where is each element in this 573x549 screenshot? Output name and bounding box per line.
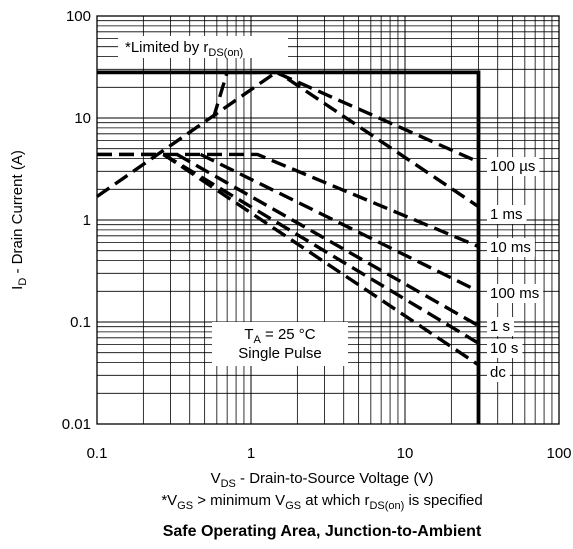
x-tick-label: 1 [247,445,255,462]
x-tick-label: 10 [397,445,414,462]
series-label: 10 s [490,340,518,357]
y-axis-title: ID - Drain Current (A) [9,150,29,290]
series-label: 100 ms [490,285,539,302]
series-line-100-s [96,70,480,198]
series-label: 100 µs [490,158,535,175]
series-line-10-s [162,152,480,345]
series-line-1-ms [211,70,480,209]
chart-title: Safe Operating Area, Junction-to-Ambient [163,523,482,540]
series-label-background [487,238,535,257]
series-label: 1 s [490,318,510,335]
series-label-background [487,339,523,358]
soa-boundary-line [97,70,481,424]
series-line-10-ms [97,152,480,249]
plot-frame [96,15,560,425]
series-labels: 100 µs 1 ms 10 ms 100 ms 1 s 10 s dc [487,157,544,382]
series-label-background [487,205,527,224]
series-lines [96,70,481,424]
series-label: 1 ms [490,206,523,223]
series-label-background [487,363,510,382]
conditions-line1: TA = 25 °C [244,326,315,346]
x-tick-label: 100 [546,445,571,462]
conditions-box [212,322,348,366]
tick-labels: 0.1 1 10 100 0.01 0.1 1 10 100 [62,8,572,462]
series-label: dc [490,364,506,381]
y-tick-label: 1 [83,212,91,229]
series-label-background [487,157,540,176]
series-line-dc [97,152,480,367]
series-line-1-s [176,152,480,328]
limit-note: *Limited by rDS(on) [125,39,243,59]
conditions-line2: Single Pulse [238,345,321,362]
y-tick-label: 100 [66,8,91,25]
series-line-100-ms [199,152,480,293]
x-axis-title: VDS - Drain-to-Source Voltage (V) [211,470,434,490]
x-tick-label: 0.1 [87,445,108,462]
series-label-background [487,284,544,303]
limit-note-box [118,36,288,58]
y-tick-label: 10 [74,110,91,127]
series-label-background [487,317,515,336]
footnote: *VGS > minimum VGS at which rDS(on) is s… [161,492,482,512]
y-tick-label: 0.01 [62,416,91,433]
series-label: 10 ms [490,239,531,256]
y-tick-label: 0.1 [70,314,91,331]
